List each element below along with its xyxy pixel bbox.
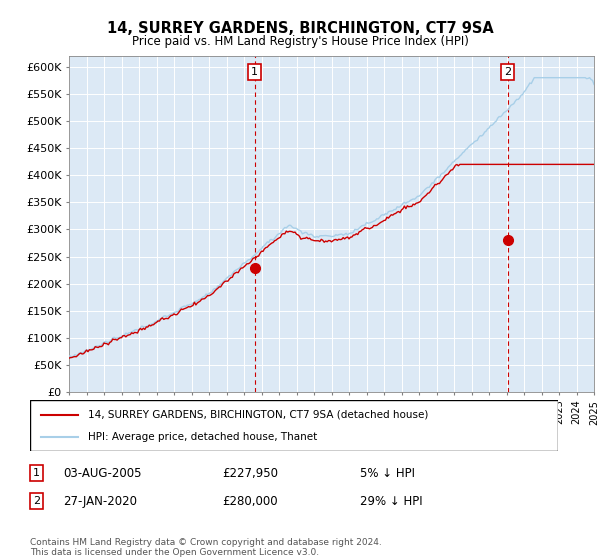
Text: 1: 1 [33, 468, 40, 478]
Text: 14, SURREY GARDENS, BIRCHINGTON, CT7 9SA: 14, SURREY GARDENS, BIRCHINGTON, CT7 9SA [107, 21, 493, 36]
Text: 14, SURREY GARDENS, BIRCHINGTON, CT7 9SA (detached house): 14, SURREY GARDENS, BIRCHINGTON, CT7 9SA… [88, 409, 428, 419]
Text: 29% ↓ HPI: 29% ↓ HPI [360, 494, 422, 508]
Text: 1: 1 [251, 67, 258, 77]
Text: Contains HM Land Registry data © Crown copyright and database right 2024.
This d: Contains HM Land Registry data © Crown c… [30, 538, 382, 557]
Text: HPI: Average price, detached house, Thanet: HPI: Average price, detached house, Than… [88, 432, 317, 442]
Text: £280,000: £280,000 [222, 494, 278, 508]
Text: 2: 2 [33, 496, 40, 506]
Text: 27-JAN-2020: 27-JAN-2020 [63, 494, 137, 508]
Text: 2: 2 [504, 67, 511, 77]
Text: Price paid vs. HM Land Registry's House Price Index (HPI): Price paid vs. HM Land Registry's House … [131, 35, 469, 48]
Text: £227,950: £227,950 [222, 466, 278, 480]
Text: 03-AUG-2005: 03-AUG-2005 [63, 466, 142, 480]
Text: 5% ↓ HPI: 5% ↓ HPI [360, 466, 415, 480]
FancyBboxPatch shape [30, 400, 558, 451]
